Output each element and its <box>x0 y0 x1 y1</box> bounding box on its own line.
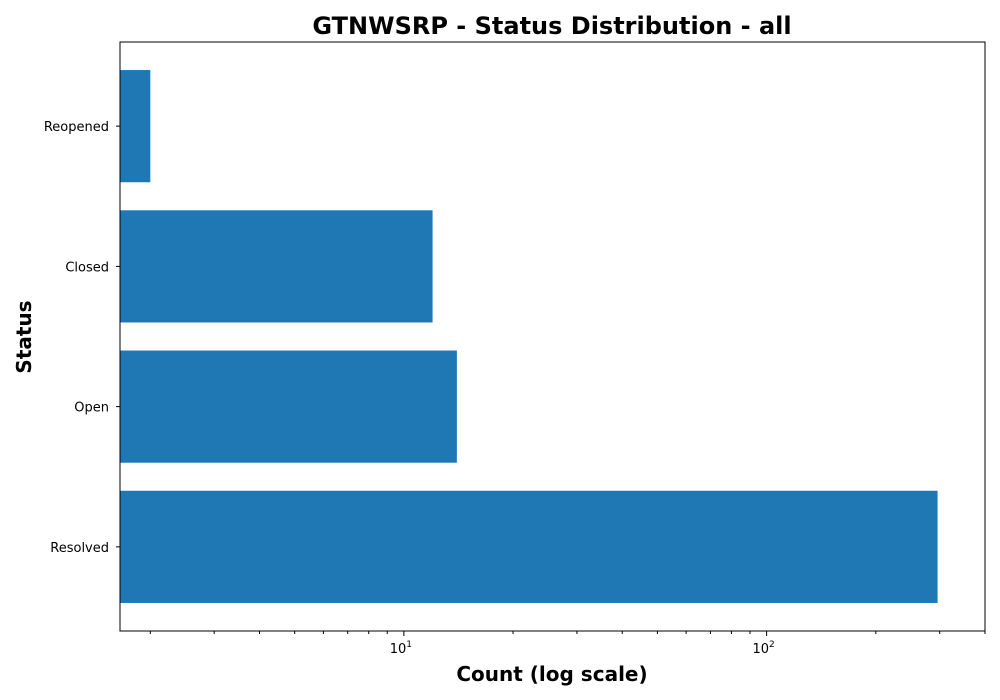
y-tick-label-resolved: Resolved <box>50 541 109 556</box>
x-axis-ticks: 101 102 <box>149 631 986 657</box>
plot-frame <box>119 41 986 632</box>
bar-reopened <box>120 70 151 183</box>
bar-closed <box>120 210 433 323</box>
bars-group <box>120 70 938 603</box>
y-axis-ticks: Resolved Open Closed Reopened <box>44 120 120 556</box>
x-axis-label: Count (log scale) <box>456 662 647 686</box>
x-tick-label: 101 <box>390 640 412 657</box>
bar-resolved <box>120 490 938 603</box>
y-tick-label-open: Open <box>74 401 109 416</box>
y-tick-label-closed: Closed <box>65 260 109 275</box>
x-tick-label: 102 <box>752 640 774 657</box>
y-axis-label: Status <box>12 300 36 373</box>
y-tick-label-reopened: Reopened <box>44 120 109 135</box>
chart-title: GTNWSRP - Status Distribution - all <box>312 12 791 40</box>
bar-open <box>120 350 457 463</box>
